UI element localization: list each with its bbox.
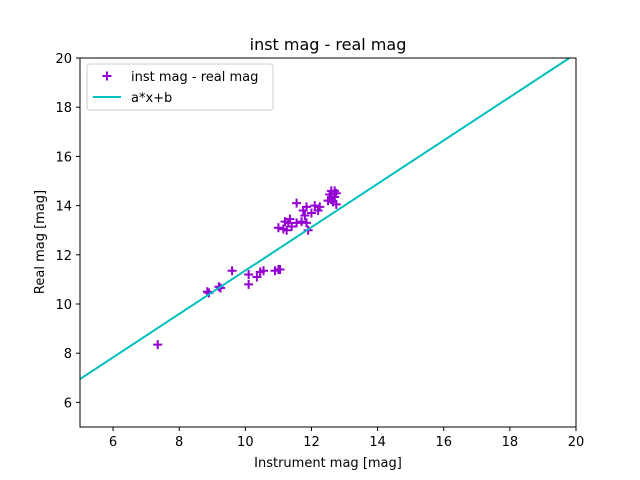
- x-tick-label: 12: [303, 435, 320, 450]
- y-tick-label: 14: [55, 200, 72, 215]
- x-tick-label: 16: [435, 435, 452, 450]
- y-tick-label: 6: [64, 396, 72, 411]
- x-axis-label: Instrument mag [mag]: [254, 456, 402, 471]
- data-point: [315, 202, 325, 212]
- legend: inst mag - real mag a*x+b: [86, 63, 274, 111]
- legend-marker-scatter: [102, 71, 112, 81]
- data-point: [285, 214, 295, 224]
- data-point: [275, 265, 285, 275]
- x-tick-label: 6: [109, 435, 117, 450]
- data-point: [300, 210, 310, 220]
- plot-area: 6 8 10 12 14 16 18 20 6 8 10 12 14 16 18 20: [55, 52, 584, 450]
- data-point: [297, 217, 307, 227]
- legend-plus-marker: [102, 71, 112, 81]
- y-tick-label: 16: [55, 150, 72, 165]
- y-tick-label: 12: [55, 249, 72, 264]
- x-tick-label: 10: [237, 435, 254, 450]
- plot-background: [80, 58, 576, 427]
- y-tick-label: 18: [55, 101, 72, 116]
- x-tick-label: 18: [502, 435, 519, 450]
- scatter-series: [153, 186, 341, 350]
- x-tick-label: 14: [369, 435, 386, 450]
- data-point: [302, 202, 312, 212]
- data-point: [287, 222, 297, 232]
- x-tick-label: 8: [175, 435, 183, 450]
- data-point: [153, 340, 163, 350]
- data-point: [302, 218, 312, 228]
- legend-box: [86, 63, 274, 111]
- x-tick-label: 20: [568, 435, 585, 450]
- data-point: [331, 199, 341, 209]
- data-point: [292, 218, 302, 228]
- data-point: [331, 188, 341, 198]
- legend-label-fit-line: a*x+b: [131, 91, 172, 106]
- fit-line: [80, 58, 570, 380]
- y-axis-label: Real mag [mag]: [33, 190, 48, 294]
- data-point: [292, 198, 302, 208]
- data-point: [227, 266, 237, 276]
- data-point: [244, 279, 254, 289]
- data-point: [244, 269, 254, 279]
- data-point: [310, 201, 320, 211]
- y-tick-label: 8: [64, 347, 72, 362]
- legend-label-scatter: inst mag - real mag: [131, 70, 258, 85]
- chart-title: inst mag - real mag: [250, 35, 407, 54]
- y-tick-label: 10: [55, 298, 72, 313]
- data-point: [282, 225, 292, 235]
- data-point: [252, 272, 262, 282]
- data-point: [273, 223, 283, 233]
- data-point: [259, 266, 269, 276]
- y-tick-label: 20: [55, 52, 72, 67]
- data-point: [306, 208, 316, 218]
- axes-frame: [79, 57, 577, 428]
